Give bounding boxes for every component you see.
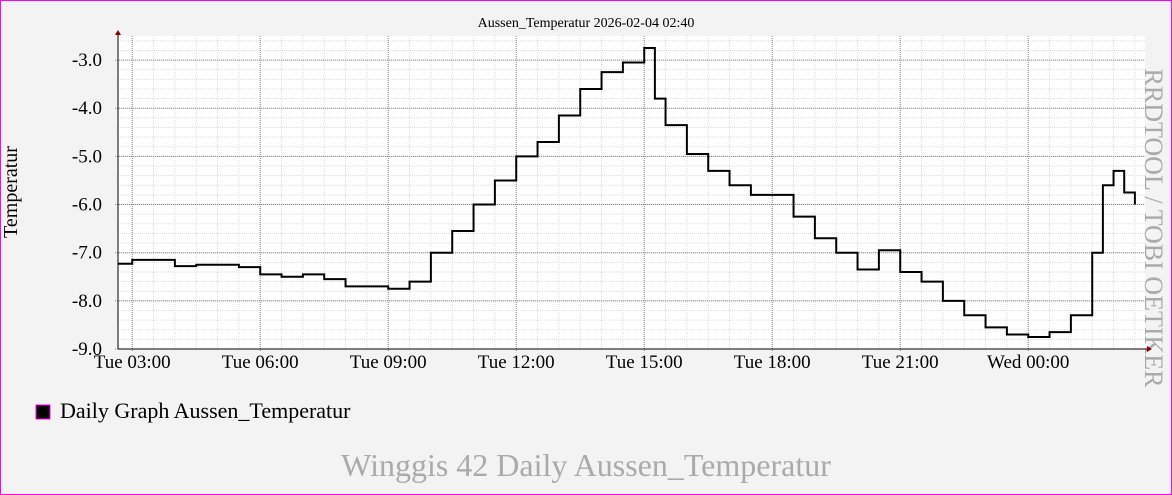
- y-axis-label: Temperatur: [0, 146, 22, 238]
- axis-arrow: [115, 30, 121, 35]
- y-tick-label: -4.0: [72, 98, 102, 119]
- axis-arrow: [1147, 346, 1152, 352]
- data-line: [118, 47, 1136, 338]
- plot-area: [118, 36, 1145, 349]
- x-tick-label: Wed 00:00: [987, 352, 1069, 373]
- watermark: RRDTOOL / TOBI OETIKER: [1139, 69, 1168, 389]
- x-tick-label: Tue 03:00: [94, 352, 171, 373]
- x-tick-label: Tue 18:00: [734, 352, 811, 373]
- y-tick-label: -8.0: [72, 291, 102, 312]
- legend-swatch: [35, 404, 51, 420]
- x-tick-label: Tue 15:00: [606, 352, 683, 373]
- x-tick-label: Tue 09:00: [350, 352, 427, 373]
- y-tick-label: -3.0: [72, 50, 102, 71]
- legend-label: Daily Graph Aussen_Temperatur: [60, 398, 351, 423]
- y-tick-label: -9.0: [72, 339, 102, 360]
- x-tick-label: Tue 06:00: [222, 352, 299, 373]
- footer: Winggis 42 Daily Aussen_Temperatur: [341, 447, 831, 483]
- y-tick-label: -6.0: [72, 195, 102, 216]
- y-tick-label: -7.0: [72, 243, 102, 264]
- x-tick-label: Tue 12:00: [478, 352, 555, 373]
- chart-title: Aussen_Temperatur 2026-02-04 02:40: [478, 16, 695, 31]
- x-tick-label: Tue 21:00: [862, 352, 939, 373]
- y-tick-label: -5.0: [72, 146, 102, 167]
